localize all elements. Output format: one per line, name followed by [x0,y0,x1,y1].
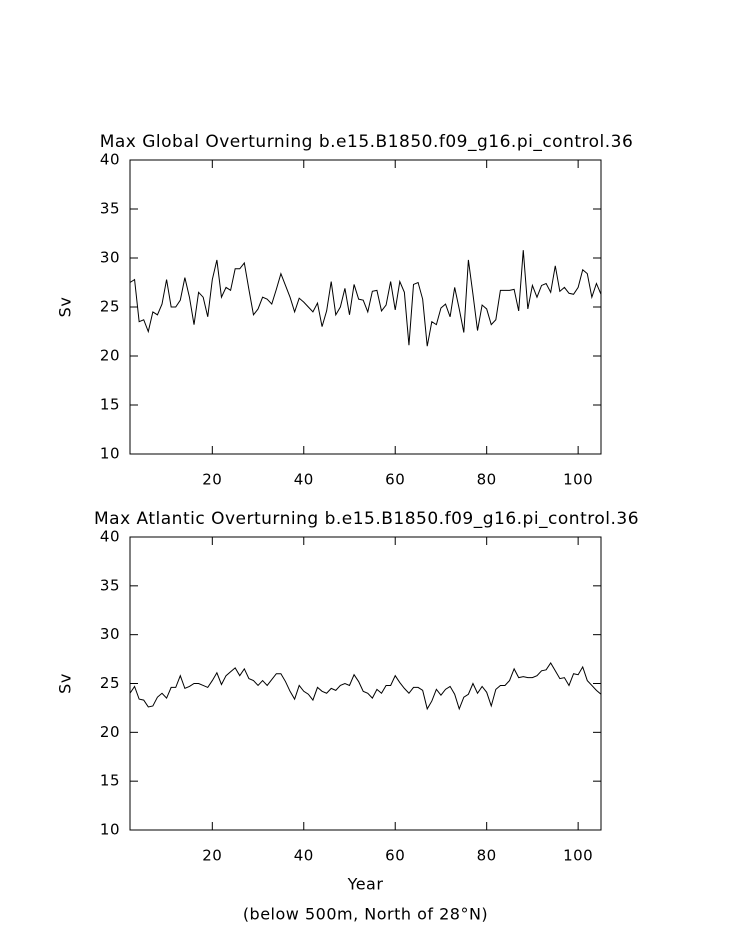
chart-title: Max Atlantic Overturning b.e15.B1850.f09… [94,509,639,529]
x-axis-label: Year [347,875,384,894]
x-tick-label: 60 [385,847,405,865]
x-tick-label: 40 [294,471,314,489]
data-line [129,662,602,711]
data-line [129,250,602,347]
y-tick-label: 25 [100,298,120,316]
y-axis-label: Sv [56,297,75,318]
note: (below 500m, North of 28°N) [243,905,488,924]
x-tick-label: 100 [563,847,593,865]
plot-frame [129,536,602,831]
y-tick-label: 15 [100,396,120,414]
x-tick-label: 80 [477,847,497,865]
x-tick-label: 40 [294,847,314,865]
y-tick-label: 40 [100,528,120,546]
chart-title: Max Global Overturning b.e15.B1850.f09_g… [100,132,634,152]
y-tick-label: 30 [100,249,120,267]
y-axis-label: Sv [56,673,75,694]
y-tick-label: 20 [100,723,120,741]
y-tick-label: 20 [100,347,120,365]
x-tick-label: 20 [202,847,222,865]
x-tick-label: 100 [563,471,593,489]
y-tick-label: 35 [100,200,120,218]
x-tick-label: 60 [385,471,405,489]
y-tick-label: 15 [100,772,120,790]
x-tick-label: 80 [477,471,497,489]
y-tick-label: 30 [100,625,120,643]
y-tick-label: 40 [100,151,120,169]
y-tick-label: 10 [100,821,120,839]
x-tick-label: 20 [202,471,222,489]
y-tick-label: 35 [100,576,120,594]
y-tick-label: 10 [100,445,120,463]
y-tick-label: 25 [100,674,120,692]
